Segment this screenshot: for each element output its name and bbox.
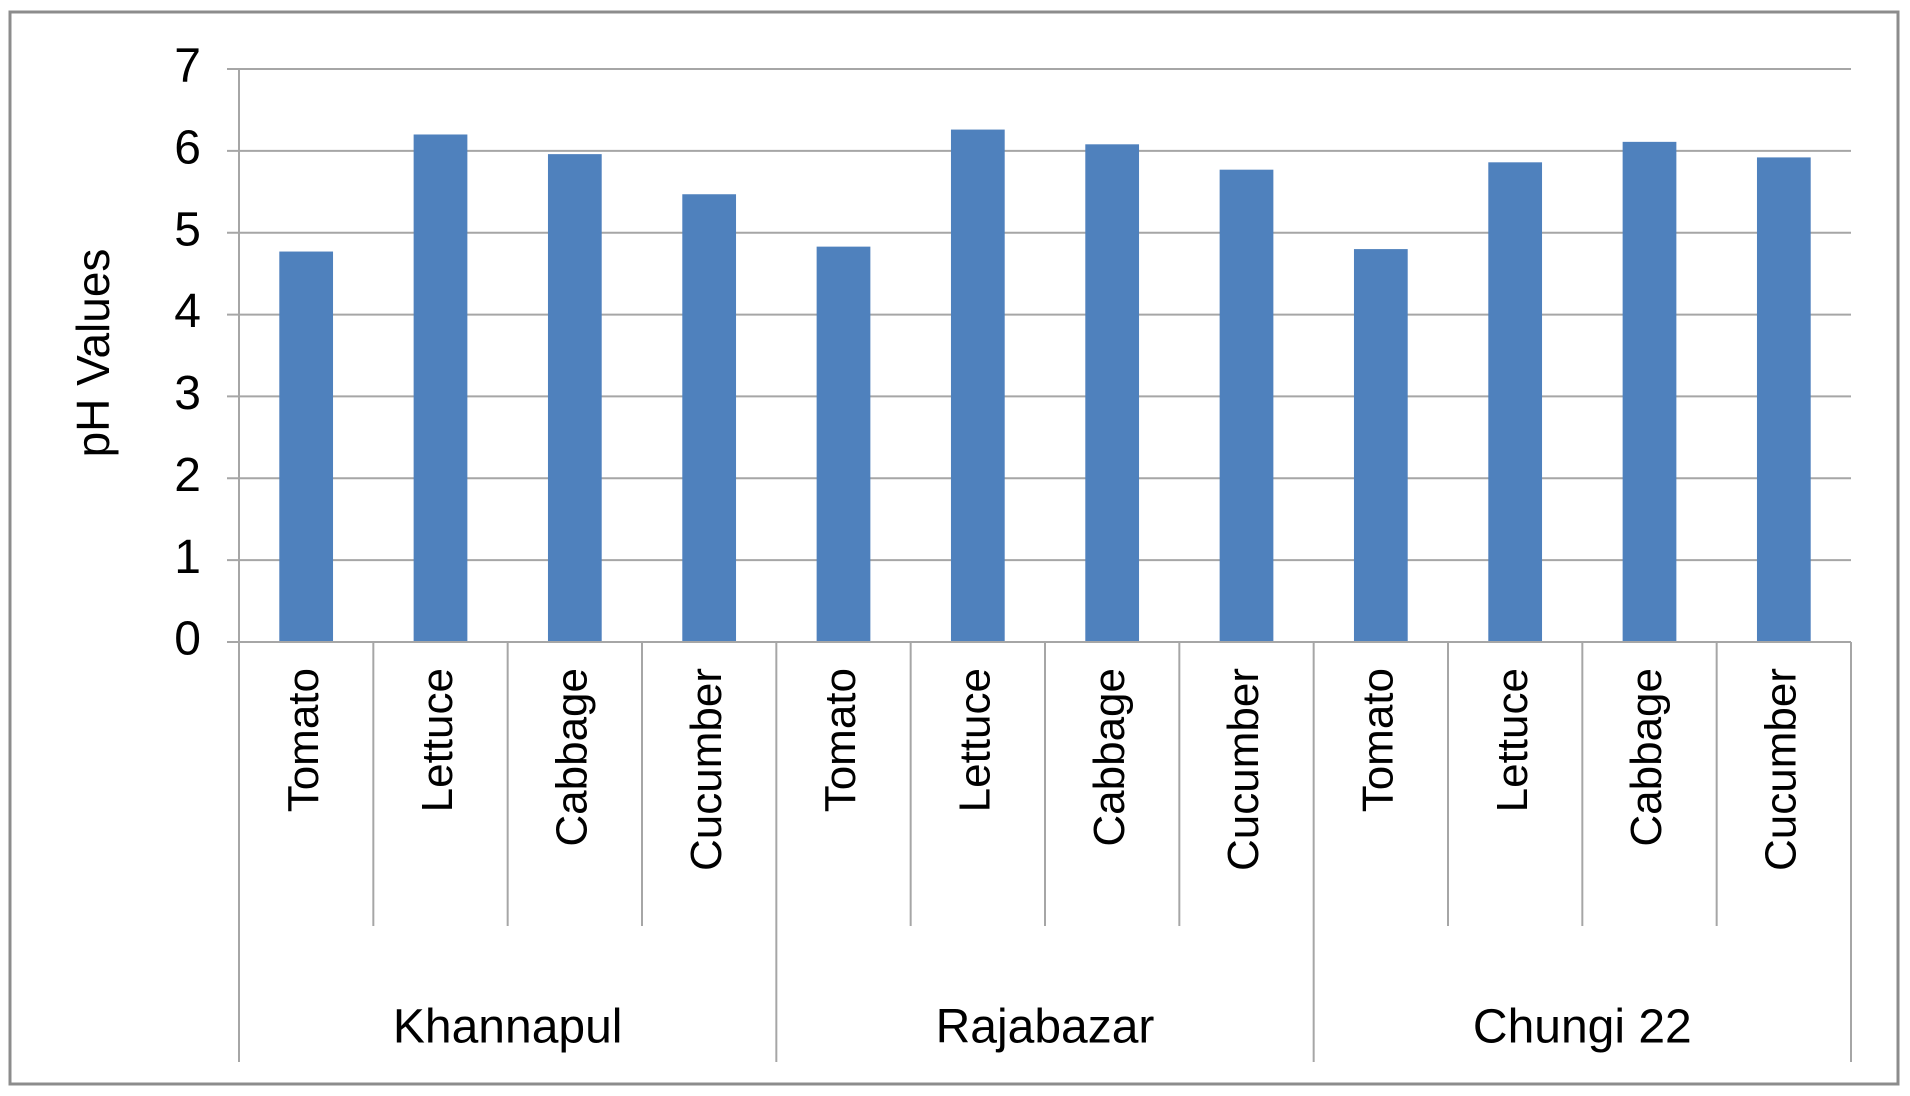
x-tick-label: Tomato	[816, 668, 865, 812]
x-tick-label: Cabbage	[547, 668, 596, 847]
y-tick-label: 2	[174, 449, 201, 502]
bar	[547, 154, 602, 643]
y-tick-label: 7	[174, 40, 201, 93]
bar	[279, 251, 334, 642]
bar	[1756, 157, 1811, 643]
bar	[1622, 141, 1677, 643]
bar	[1085, 144, 1140, 642]
y-tick-label: 5	[174, 203, 201, 256]
y-tick-label: 0	[174, 613, 201, 666]
x-tick-label: Lettuce	[950, 668, 999, 812]
x-tick-label: Cucumber	[682, 668, 731, 871]
x-tick-label: Tomato	[1353, 668, 1402, 812]
group-label: Chungi 22	[1473, 1001, 1692, 1054]
group-label: Khannapul	[393, 1001, 623, 1054]
x-tick-label: Lettuce	[1488, 668, 1537, 812]
y-tick-label: 4	[174, 285, 201, 338]
x-tick-label: Lettuce	[413, 668, 462, 812]
bar	[1353, 249, 1408, 643]
group-label: Rajabazar	[936, 1001, 1155, 1054]
x-tick-label: Cabbage	[1622, 668, 1671, 847]
x-tick-label: Cabbage	[1085, 668, 1134, 847]
bar	[950, 129, 1005, 642]
y-tick-label: 1	[174, 531, 201, 584]
bar	[413, 134, 468, 642]
y-tick-label: 3	[174, 367, 201, 420]
bar	[1219, 169, 1274, 643]
bar	[1488, 162, 1543, 642]
x-tick-label: Cucumber	[1756, 668, 1805, 871]
y-tick-label: 6	[174, 122, 201, 175]
bar	[816, 246, 871, 642]
y-axis-title: pH Values	[67, 249, 119, 458]
x-tick-label: Cucumber	[1219, 668, 1268, 871]
x-tick-label: Tomato	[279, 668, 328, 812]
bar	[682, 194, 737, 642]
